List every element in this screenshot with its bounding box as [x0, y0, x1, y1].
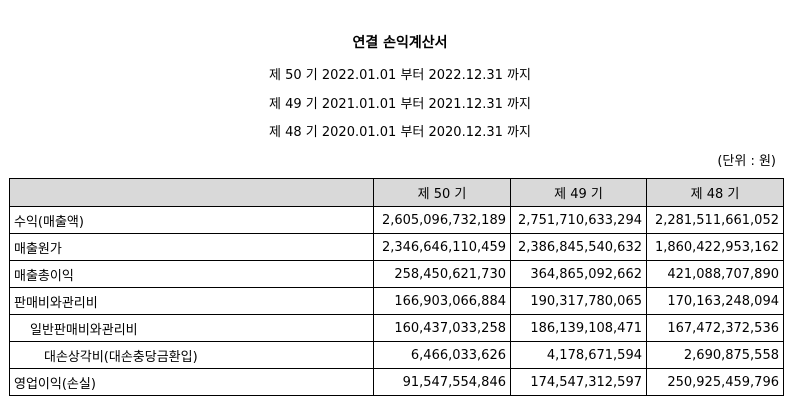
cell-value-49: 2,751,710,633,294 — [510, 206, 647, 234]
cell-value-49: 190,317,780,065 — [510, 287, 647, 315]
cell-value-49: 2,386,845,540,632 — [510, 233, 647, 261]
cell-value-48: 167,472,372,536 — [646, 314, 784, 342]
cell-value-50: 2,605,096,732,189 — [373, 206, 511, 234]
table-row: 대손상각비(대손충당금환입) 6,466,033,626 4,178,671,5… — [9, 341, 784, 369]
table-row: 매출총이익 258,450,621,730 364,865,092,662 42… — [9, 260, 784, 288]
cell-value-50: 258,450,621,730 — [373, 260, 511, 288]
cell-value-48: 2,690,875,558 — [646, 341, 784, 369]
header-period-49: 제 49 기 — [510, 178, 647, 207]
table-row: 판매비와관리비 166,903,066,884 190,317,780,065 … — [9, 287, 784, 315]
cell-value-48: 250,925,459,796 — [646, 368, 784, 396]
cell-value-50: 160,437,033,258 — [373, 314, 511, 342]
header-period-50: 제 50 기 — [373, 178, 511, 207]
table-row: 매출원가 2,346,646,110,459 2,386,845,540,632… — [9, 233, 784, 261]
cell-value-48: 2,281,511,661,052 — [646, 206, 784, 234]
cell-value-48: 421,088,707,890 — [646, 260, 784, 288]
cell-value-48: 1,860,422,953,162 — [646, 233, 784, 261]
cell-value-50: 6,466,033,626 — [373, 341, 511, 369]
period-line-50: 제 50 기 2022.01.01 부터 2022.12.31 까지 — [269, 68, 531, 83]
row-label: 수익(매출액) — [9, 206, 374, 234]
cell-value-50: 91,547,554,846 — [373, 368, 511, 396]
cell-value-49: 174,547,312,597 — [510, 368, 647, 396]
period-line-48: 제 48 기 2020.01.01 부터 2020.12.31 까지 — [269, 125, 531, 140]
row-label: 일반판매비와관리비 — [9, 314, 374, 342]
income-statement-table: 제 50 기 제 49 기 제 48 기 수익(매출액) 2,605,096,7… — [9, 178, 784, 396]
cell-value-49: 4,178,671,594 — [510, 341, 647, 369]
cell-value-50: 166,903,066,884 — [373, 287, 511, 315]
cell-value-50: 2,346,646,110,459 — [373, 233, 511, 261]
cell-value-49: 186,139,108,471 — [510, 314, 647, 342]
row-label: 대손상각비(대손충당금환입) — [9, 341, 374, 369]
row-label: 판매비와관리비 — [9, 287, 374, 315]
period-line-49: 제 49 기 2021.01.01 부터 2021.12.31 까지 — [269, 97, 531, 112]
table-row: 영업이익(손실) 91,547,554,846 174,547,312,597 … — [9, 368, 784, 396]
table-row: 수익(매출액) 2,605,096,732,189 2,751,710,633,… — [9, 206, 784, 234]
header-period-48: 제 48 기 — [646, 178, 784, 207]
row-label: 매출원가 — [9, 233, 374, 261]
row-label: 매출총이익 — [9, 260, 374, 288]
cell-value-48: 170,163,248,094 — [646, 287, 784, 315]
header-blank — [9, 178, 374, 207]
unit-label: (단위 : 원) — [717, 154, 776, 169]
row-label: 영업이익(손실) — [9, 368, 374, 396]
cell-value-49: 364,865,092,662 — [510, 260, 647, 288]
table-header-row: 제 50 기 제 49 기 제 48 기 — [9, 178, 784, 207]
table-row: 일반판매비와관리비 160,437,033,258 186,139,108,47… — [9, 314, 784, 342]
statement-title: 연결 손익계산서 — [352, 35, 448, 51]
